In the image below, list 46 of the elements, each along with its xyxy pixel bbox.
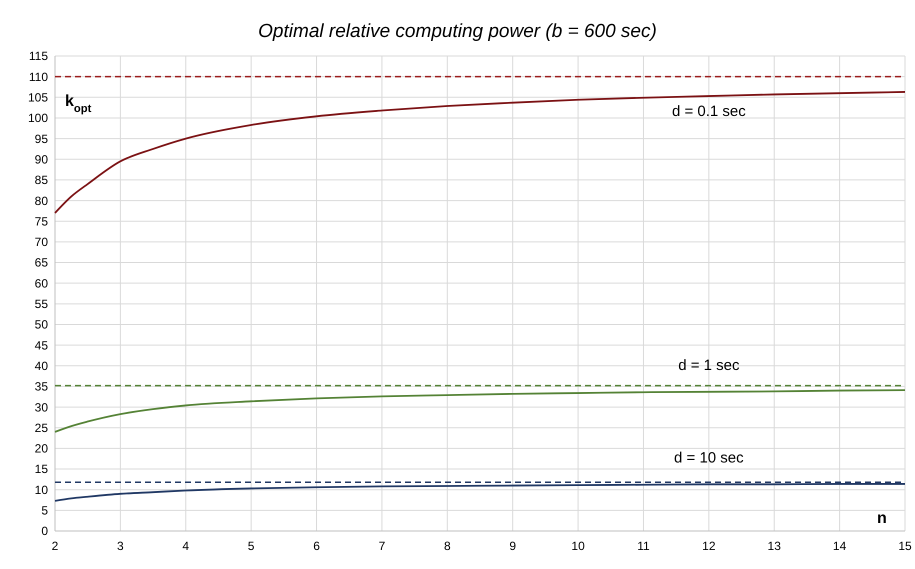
y-tick-label: 95 <box>34 132 48 146</box>
y-tick-label: 25 <box>34 420 48 435</box>
x-tick-label: 2 <box>52 539 59 553</box>
y-tick-label: 75 <box>34 214 48 228</box>
series-label: d = 0.1 sec <box>672 103 746 120</box>
y-tick-label: 45 <box>34 338 48 352</box>
y-tick-label: 35 <box>34 380 48 394</box>
series-label: d = 1 sec <box>678 356 740 374</box>
y-tick-label: 5 <box>41 504 48 518</box>
x-tick-label: 4 <box>182 539 190 553</box>
x-tick-label: 6 <box>313 539 320 553</box>
y-tick-label: 50 <box>34 318 48 332</box>
y-tick-label: 115 <box>28 49 48 64</box>
x-tick-label: 12 <box>702 539 716 553</box>
series-label: d = 10 sec <box>674 449 744 466</box>
y-axis-title: k$_{opt}$ <box>65 93 92 115</box>
y-tick-label: 60 <box>34 276 48 290</box>
y-tick-label: 10 <box>34 482 48 497</box>
y-tick-label: 70 <box>34 235 48 250</box>
line-series <box>54 91 906 214</box>
y-tick-label: 100 <box>28 111 48 126</box>
x-tick-label: 10 <box>571 539 586 553</box>
x-tick-label: 8 <box>444 539 451 553</box>
y-tick-label: 20 <box>34 442 48 456</box>
x-tick-label: 5 <box>248 539 255 553</box>
y-tick-label: 55 <box>34 297 48 312</box>
x-tick-label: 14 <box>832 539 847 553</box>
y-tick-label: 40 <box>34 358 48 373</box>
x-tick-label: 13 <box>768 539 782 553</box>
x-tick-label: 9 <box>509 539 516 553</box>
line-series <box>54 389 906 433</box>
y-tick-label: 15 <box>34 462 48 476</box>
y-tick-label: 0 <box>41 524 48 538</box>
y-tick-label: 90 <box>34 152 48 166</box>
x-tick-label: 7 <box>378 539 386 553</box>
x-axis-title: n <box>877 510 887 527</box>
chart-title: Optimal relative computing power (b = 600 sec) <box>258 21 657 42</box>
y-tick-label: 30 <box>34 400 48 414</box>
x-tick-label: 11 <box>637 539 650 553</box>
y-tick-label: 85 <box>34 173 48 188</box>
y-tick-label: 65 <box>34 256 48 270</box>
y-tick-label: 80 <box>34 194 48 208</box>
y-tick-label: 110 <box>28 70 48 84</box>
x-tick-label: 3 <box>117 539 124 553</box>
y-tick-label: 105 <box>28 90 48 105</box>
x-tick-label: 15 <box>898 539 912 553</box>
